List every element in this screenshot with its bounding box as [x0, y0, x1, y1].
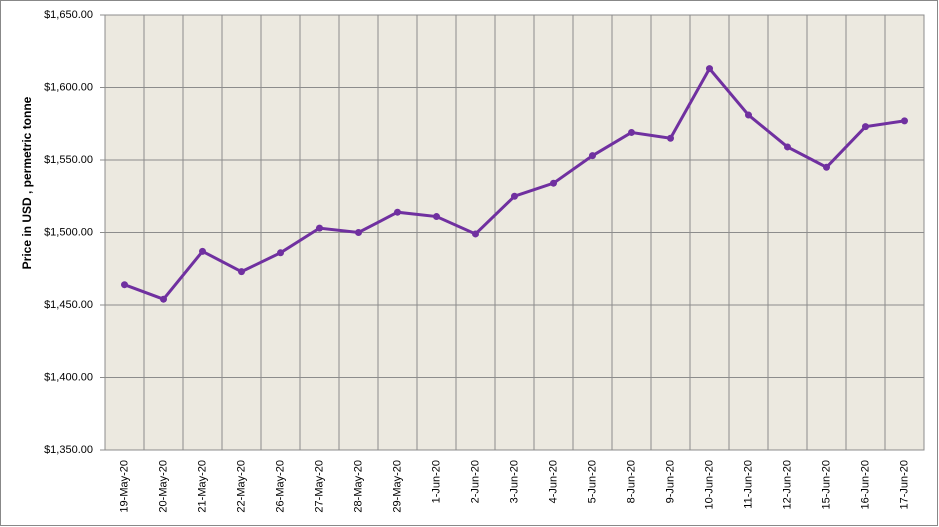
- y-axis-label: Price in USD , permetric tonne: [20, 96, 34, 269]
- y-tick-label: $1,550.00: [44, 154, 93, 166]
- point: [706, 65, 713, 73]
- point: [316, 224, 323, 232]
- point: [823, 163, 830, 171]
- x-tick-label: 26-May-20: [274, 460, 286, 513]
- point: [355, 229, 362, 236]
- point: [550, 179, 557, 187]
- x-tick-label: 9-Jun-20: [664, 460, 676, 503]
- x-tick-label: 29-May-20: [391, 460, 403, 513]
- x-tick-label: 5-Jun-20: [586, 460, 598, 503]
- x-tick-label: 17-Jun-20: [898, 460, 910, 510]
- point: [784, 143, 791, 151]
- point: [394, 208, 401, 216]
- point: [745, 111, 752, 119]
- x-tick-label: 4-Jun-20: [547, 460, 559, 503]
- y-tick-label: $1,650.00: [44, 9, 93, 21]
- x-tick-label: 21-May-20: [196, 460, 208, 513]
- x-tick-label: 27-May-20: [313, 460, 325, 513]
- point: [901, 117, 908, 125]
- x-tick-label: 22-May-20: [235, 460, 247, 513]
- x-tick-label: 1-Jun-20: [430, 460, 442, 503]
- x-tick-label: 11-Jun-20: [742, 460, 754, 509]
- y-tick-label: $1,350.00: [44, 444, 93, 456]
- y-tick-label: $1,400.00: [44, 371, 93, 383]
- y-tick-label: $1,600.00: [44, 81, 93, 93]
- point: [589, 152, 596, 160]
- x-tick-label: 16-Jun-20: [859, 460, 871, 510]
- x-tick-label: 2-Jun-20: [469, 460, 481, 503]
- x-tick-label: 28-May-20: [352, 460, 364, 513]
- point: [511, 192, 518, 200]
- x-tick-label: 20-May-20: [157, 460, 169, 513]
- point: [160, 295, 167, 303]
- point: [121, 281, 128, 289]
- point: [667, 134, 674, 142]
- point: [472, 230, 479, 238]
- x-tick-label: 19-May-20: [118, 460, 130, 513]
- point: [433, 213, 440, 221]
- x-tick-label: 8-Jun-20: [625, 460, 637, 503]
- x-tick-label: 15-Jun-20: [820, 460, 832, 510]
- y-tick-label: $1,450.00: [44, 299, 93, 311]
- point: [277, 249, 284, 257]
- point: [862, 123, 869, 131]
- point: [199, 247, 206, 255]
- point: [628, 128, 635, 136]
- x-tick-label: 12-Jun-20: [781, 460, 793, 510]
- y-tick-label: $1,500.00: [44, 226, 93, 238]
- point: [238, 268, 245, 276]
- x-tick-label: 3-Jun-20: [508, 460, 520, 503]
- x-tick-label: 10-Jun-20: [703, 460, 715, 510]
